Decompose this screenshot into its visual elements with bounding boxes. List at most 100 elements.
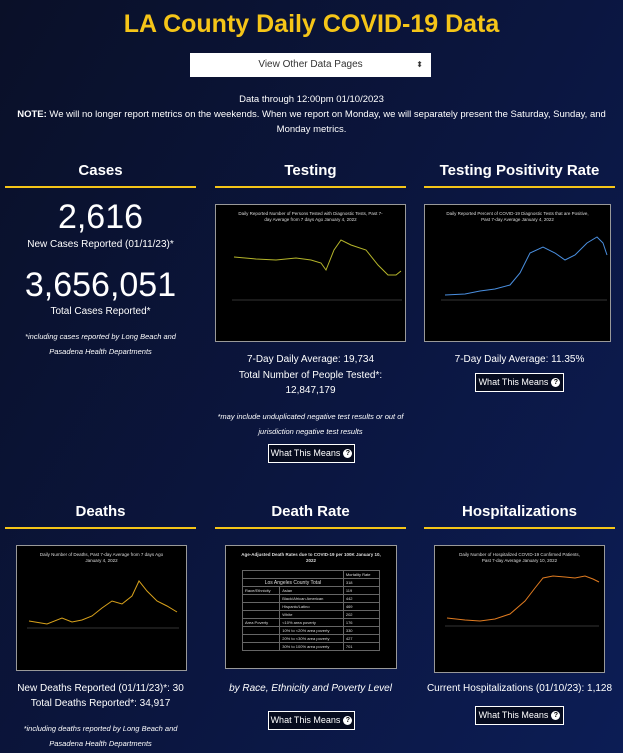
- thumbnail-chart: [232, 239, 402, 301]
- section-title: Testing: [284, 162, 337, 179]
- table-row: 20% to <30% area poverty 427: [241, 634, 381, 643]
- what-this-means-button[interactable]: What This Means?: [475, 706, 564, 725]
- footnote: *including deaths reported by Long Beach…: [23, 724, 178, 748]
- total-label: Los Angeles County Total: [242, 578, 344, 587]
- total-deaths: Total Deaths Reported*: 34,917: [30, 698, 171, 709]
- section-title: Cases: [78, 162, 123, 179]
- table-cell: Hispanic/Latino: [279, 602, 344, 611]
- button-label[interactable]: What This Means: [270, 715, 341, 725]
- underline: [424, 186, 615, 188]
- section-title: Deaths: [75, 503, 126, 520]
- table-cell: 30% to 100% area poverty: [279, 642, 344, 651]
- thumbnail-chart: [27, 580, 179, 629]
- footnote: *including cases reported by Long Beach …: [25, 332, 176, 356]
- note: NOTE: We will no longer report metrics o…: [8, 107, 615, 137]
- thumbnail-line: [28, 580, 178, 625]
- data-pages-dropdown[interactable]: View Other Data Pages ⬍: [190, 53, 431, 77]
- total-cases: 3,656,051: [24, 266, 177, 304]
- new-deaths: New Deaths Reported (01/11/23)*: 30: [17, 683, 184, 694]
- chart-thumbnail[interactable]: Daily Reported Percent of COVID-19 Diagn…: [424, 204, 611, 342]
- caption: by Race, Ethnicity and Poverty Level: [229, 683, 392, 694]
- table-row: 10% to <20% area poverty 330: [241, 626, 381, 635]
- table-cell: Asian: [279, 586, 344, 595]
- help-icon[interactable]: ?: [343, 449, 353, 459]
- table-cell: 176: [342, 618, 381, 627]
- table-cell: 10% to <20% area poverty: [279, 626, 344, 635]
- table-row: Area Poverty <10% area poverty 176: [241, 618, 381, 627]
- death-rate-table: Mortality Rate Los Angeles County Total 3…: [241, 570, 381, 651]
- data-through: Data through 12:00pm 01/10/2023: [239, 94, 384, 105]
- table-cell: White: [279, 610, 344, 619]
- table-cell: 701: [342, 642, 381, 651]
- table-row: White 202: [241, 610, 381, 619]
- dropdown-arrow[interactable]: ⬍: [416, 60, 423, 69]
- thumbnail-title: Daily Number of Hospitalized COVID-19 Co…: [459, 552, 580, 563]
- table-cell: [241, 634, 281, 643]
- what-this-means-button[interactable]: What This Means?: [475, 373, 564, 392]
- table-cell: [241, 610, 281, 619]
- table-cell: 119: [342, 586, 381, 595]
- thumbnail-chart: [445, 575, 600, 627]
- section-title: Death Rate: [271, 503, 350, 520]
- table-cell: Race/Ethnicity: [241, 586, 281, 595]
- thumbnail-line: [444, 236, 608, 296]
- total-value: 318: [342, 578, 381, 587]
- average: 7-Day Daily Average: 11.35%: [454, 354, 585, 365]
- dropdown-label[interactable]: View Other Data Pages: [258, 59, 363, 70]
- help-icon[interactable]: ?: [343, 716, 353, 726]
- thumbnail-line: [233, 239, 402, 276]
- button-label[interactable]: What This Means: [478, 710, 549, 720]
- table-row: 30% to 100% area poverty 701: [241, 642, 381, 651]
- thumbnail-title: Age-Adjusted Death Rates due to COVID-19…: [241, 552, 381, 563]
- underline: [424, 527, 615, 529]
- table-cell: Area Poverty: [241, 618, 281, 627]
- table-cell: [241, 594, 281, 603]
- thumbnail-line: [446, 575, 600, 622]
- current-hospitalizations: Current Hospitalizations (01/10/23): 1,1…: [426, 683, 613, 694]
- underline: [215, 527, 406, 529]
- table-row: Hispanic/Latino 469: [241, 602, 381, 611]
- average: 7-Day Daily Average: 19,734: [246, 354, 375, 365]
- thumbnail-title: Daily Number of Deaths, Past 7-day Avera…: [39, 552, 164, 563]
- section-title: Testing Positivity Rate: [439, 162, 600, 179]
- table-cell: 427: [342, 634, 381, 643]
- table-cell: <10% area poverty: [279, 618, 344, 627]
- underline: [215, 186, 406, 188]
- section-title: Hospitalizations: [461, 503, 577, 520]
- new-cases: 2,616: [57, 198, 144, 236]
- chart-thumbnail[interactable]: Daily Reported Number of Persons Tested …: [215, 204, 406, 342]
- table-cell: 442: [342, 594, 381, 603]
- help-icon[interactable]: ?: [551, 711, 561, 721]
- column-header: Mortality Rate: [342, 570, 381, 579]
- button-label[interactable]: What This Means: [270, 448, 341, 458]
- button-label[interactable]: What This Means: [478, 377, 549, 387]
- chart-thumbnail[interactable]: Daily Number of Deaths, Past 7-day Avera…: [16, 545, 187, 671]
- total-cases-label: Total Cases Reported*: [50, 306, 151, 317]
- note-label: NOTE:: [17, 109, 47, 120]
- chart-thumbnail[interactable]: Daily Number of Hospitalized COVID-19 Co…: [434, 545, 605, 673]
- table-row: Black/African American 442: [241, 594, 381, 603]
- footnote: *may include unduplicated negative test …: [217, 412, 404, 436]
- table-cell: [241, 642, 281, 651]
- table-cell: [241, 602, 281, 611]
- new-cases-label: New Cases Reported (01/11/23)*: [27, 239, 174, 250]
- table-cell: Black/African American: [279, 594, 344, 603]
- table-cell: 330: [342, 626, 381, 635]
- table-cell: [241, 626, 281, 635]
- table-thumbnail[interactable]: Age-Adjusted Death Rates due to COVID-19…: [225, 545, 397, 669]
- what-this-means-button[interactable]: What This Means?: [268, 444, 355, 463]
- table-cell: 20% to <30% area poverty: [279, 634, 344, 643]
- note-text: We will no longer report metrics on the …: [49, 109, 606, 135]
- underline: [5, 527, 196, 529]
- table-cell: 202: [342, 610, 381, 619]
- thumbnail-title: Daily Reported Percent of COVID-19 Diagn…: [446, 211, 589, 222]
- page-title: LA County Daily COVID-19 Data: [123, 10, 500, 38]
- total-tested: Total Number of People Tested*: 12,847,1…: [238, 370, 383, 396]
- help-icon[interactable]: ?: [551, 378, 561, 388]
- thumbnail-chart: [441, 236, 608, 301]
- underline: [5, 186, 196, 188]
- table-row: Race/Ethnicity Asian 119: [241, 586, 381, 595]
- thumbnail-title: Daily Reported Number of Persons Tested …: [238, 211, 383, 222]
- what-this-means-button[interactable]: What This Means?: [268, 711, 355, 730]
